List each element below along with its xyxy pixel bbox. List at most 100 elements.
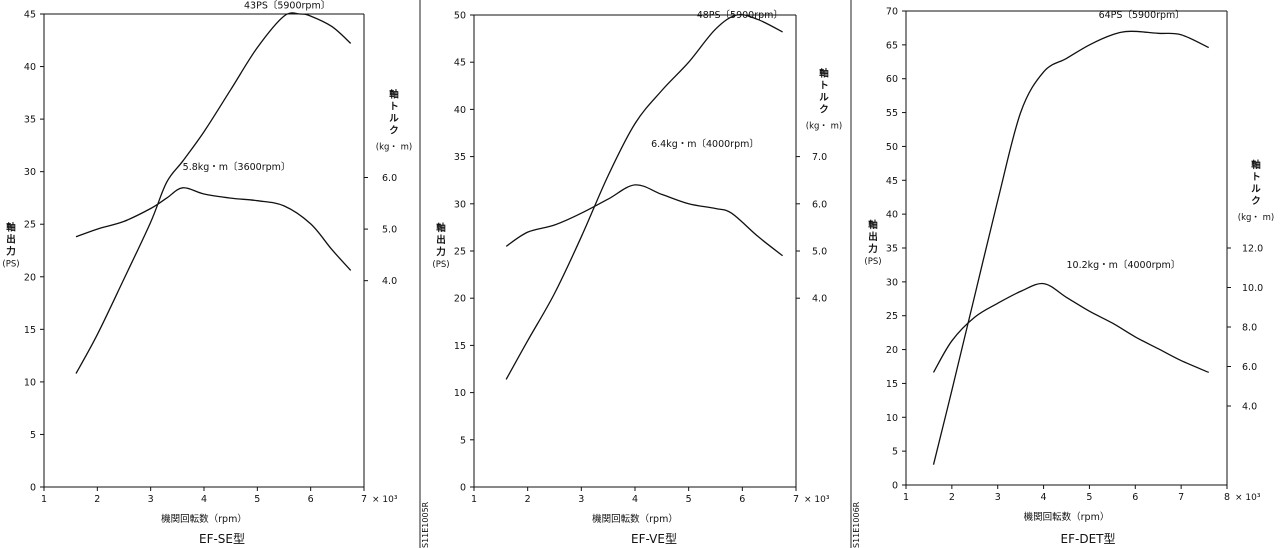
y-tick-label-left: 65 xyxy=(886,40,898,51)
y-axis-label-right: 軸 xyxy=(1251,159,1261,171)
y-tick-label-right: 7.0 xyxy=(812,152,827,163)
y-tick-label-right: 10.0 xyxy=(1242,283,1263,294)
y-tick-label-right: 6.0 xyxy=(812,199,827,210)
x-tick-label: 6 xyxy=(308,494,314,505)
y-axis-label-right: ト xyxy=(819,81,829,92)
y-tick-label-left: 25 xyxy=(24,220,36,231)
x-tick-label: 1 xyxy=(471,494,477,505)
y-tick-label-right: 8.0 xyxy=(1242,323,1257,334)
x-tick-label: 3 xyxy=(578,494,584,505)
y-tick-label-left: 25 xyxy=(454,247,466,258)
y-tick-label-right: 5.0 xyxy=(382,225,397,236)
x-tick-label: 5 xyxy=(686,494,692,505)
y-tick-label-left: 55 xyxy=(886,108,898,119)
x-tick-label: 3 xyxy=(148,494,154,505)
y-tick-label-right: 4.0 xyxy=(382,276,397,287)
y-tick-label-left: 45 xyxy=(886,176,898,187)
peak-annotation: 48PS〔5900rpm〕 xyxy=(697,9,783,21)
y-tick-label-left: 10 xyxy=(886,413,898,424)
y-axis-label-right: (kg・ m) xyxy=(1238,213,1274,223)
y-tick-label-left: 5 xyxy=(460,435,466,446)
y-axis-label-right: ル xyxy=(819,93,829,104)
y-tick-label-left: 10 xyxy=(454,388,466,399)
peak-annotation: 64PS〔5900rpm〕 xyxy=(1099,9,1185,21)
y-axis-label-right: ト xyxy=(389,102,399,113)
y-tick-label-left: 0 xyxy=(30,483,36,494)
y-axis-label-right: 軸 xyxy=(389,89,399,101)
divider-code: S11E1006R xyxy=(852,501,861,548)
x-tick-label: 7 xyxy=(1178,492,1184,503)
peak-annotation: 10.2kg・m〔4000rpm〕 xyxy=(1067,259,1181,271)
y-tick-label-left: 40 xyxy=(454,105,466,116)
x-tick-label: 7 xyxy=(793,494,799,505)
x-tick-label: 2 xyxy=(949,492,955,503)
x-tick-label: 8 xyxy=(1224,492,1230,503)
x-tick-label: 4 xyxy=(632,494,638,505)
y-tick-label-left: 45 xyxy=(454,58,466,69)
y-tick-label-left: 45 xyxy=(24,10,36,21)
x-tick-label: 2 xyxy=(94,494,100,505)
peak-annotation: 6.4kg・m〔4000rpm〕 xyxy=(651,138,759,150)
y-tick-label-left: 0 xyxy=(460,483,466,494)
y-tick-label-left: 15 xyxy=(24,325,36,336)
y-axis-label-right: (kg・ m) xyxy=(806,122,842,132)
x-tick-label: 2 xyxy=(525,494,531,505)
y-tick-label-left: 60 xyxy=(886,74,898,85)
x-tick-label: 4 xyxy=(201,494,207,505)
x-unit-label: × 10³ xyxy=(804,495,830,505)
y-tick-label-left: 30 xyxy=(454,199,466,210)
y-tick-label-left: 35 xyxy=(24,115,36,126)
y-tick-label-left: 30 xyxy=(24,167,36,178)
x-tick-label: 4 xyxy=(1041,492,1047,503)
x-tick-label: 6 xyxy=(739,494,745,505)
x-axis-label: 機関回転数（rpm） xyxy=(592,513,678,525)
y-tick-label-left: 30 xyxy=(886,277,898,288)
y-tick-label-left: 20 xyxy=(24,272,36,283)
peak-annotation: 43PS〔5900rpm〕 xyxy=(244,0,330,12)
y-axis-label-left: (PS) xyxy=(2,260,19,270)
power-curve xyxy=(505,13,783,380)
y-tick-label-left: 0 xyxy=(892,481,898,492)
y-tick-label-left: 20 xyxy=(886,345,898,356)
divider-code: S11E1005R xyxy=(421,501,430,548)
chart-title: EF-VE型 xyxy=(631,532,677,546)
torque-curve xyxy=(505,184,783,257)
y-axis-label-right: ク xyxy=(819,105,829,116)
y-tick-label-left: 10 xyxy=(24,377,36,388)
y-tick-label-left: 40 xyxy=(24,62,36,73)
y-tick-label-right: 4.0 xyxy=(1242,402,1257,413)
x-tick-label: 7 xyxy=(361,494,367,505)
y-axis-label-left: 力 xyxy=(868,243,878,255)
y-axis-label-right: ク xyxy=(389,126,399,137)
y-axis-label-right: ル xyxy=(389,114,399,125)
peak-annotation: 5.8kg・m〔3600rpm〕 xyxy=(183,161,291,173)
y-tick-label-left: 25 xyxy=(886,311,898,322)
y-tick-label-left: 15 xyxy=(454,341,466,352)
x-tick-label: 5 xyxy=(1086,492,1092,503)
power-curve xyxy=(75,12,352,374)
y-tick-label-left: 5 xyxy=(892,447,898,458)
chart-title: EF-SE型 xyxy=(199,532,245,546)
y-axis-label-left: 出 xyxy=(868,231,878,243)
y-axis-label-left: 軸 xyxy=(436,222,446,234)
y-axis-label-left: (PS) xyxy=(432,260,449,270)
y-tick-label-right: 5.0 xyxy=(812,247,827,258)
y-axis-label-right: 軸 xyxy=(819,68,829,80)
y-axis-label-right: ト xyxy=(1251,172,1261,183)
y-axis-label-right: (kg・ m) xyxy=(376,143,412,153)
x-tick-label: 5 xyxy=(254,494,260,505)
y-axis-label-right: ク xyxy=(1251,196,1261,207)
y-axis-label-right: ル xyxy=(1251,184,1261,195)
x-axis-label: 機関回転数（rpm） xyxy=(161,513,247,525)
y-tick-label-right: 4.0 xyxy=(812,294,827,305)
power-curve xyxy=(932,30,1209,465)
x-tick-label: 6 xyxy=(1132,492,1138,503)
y-axis-label-left: 力 xyxy=(6,246,16,258)
y-tick-label-right: 6.0 xyxy=(382,173,397,184)
x-unit-label: × 10³ xyxy=(1235,493,1261,503)
y-tick-label-left: 20 xyxy=(454,294,466,305)
